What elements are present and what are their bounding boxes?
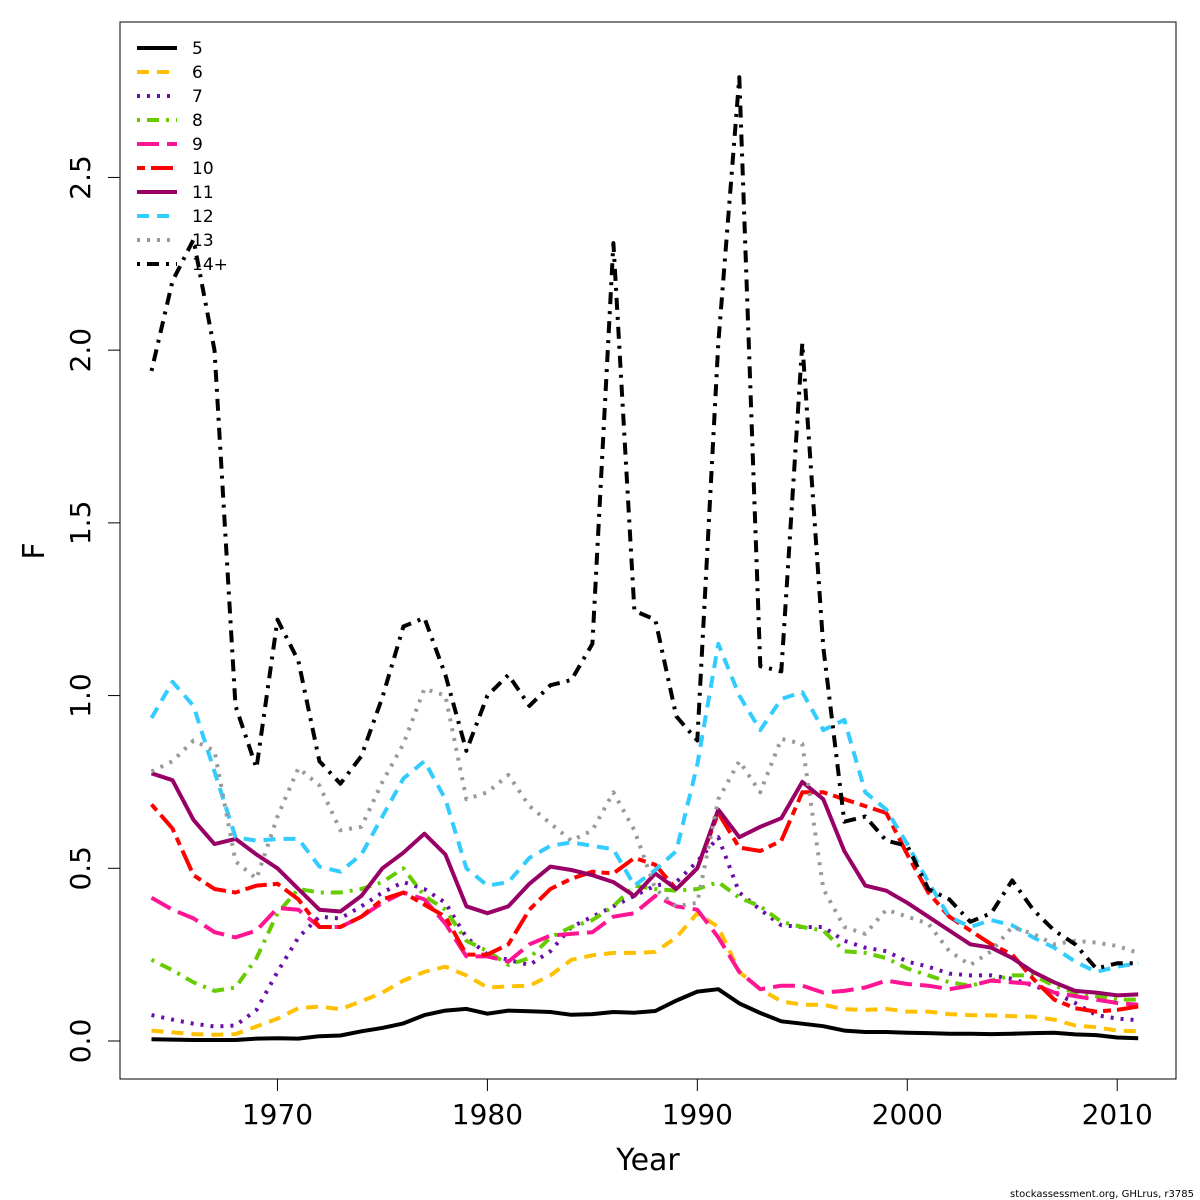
x-tick-label: 1990 — [662, 1098, 733, 1131]
series-line-12 — [149, 641, 1139, 974]
axes-layer: 1970 1980 1990 2000 2010 0.0 0.5 1.0 1.5 2.0 2.5 — [64, 155, 1153, 1131]
plot-frame — [119, 21, 1177, 1080]
x-tick-label: 2000 — [872, 1098, 943, 1131]
y-tick-label: 0.5 — [64, 846, 97, 891]
y-axis-title: F — [17, 542, 52, 559]
legend-label-13: 13 — [192, 231, 214, 251]
legend-label-11: 11 — [192, 183, 214, 203]
series-line-10 — [149, 790, 1139, 1014]
legend-label-14plus: 14+ — [192, 255, 228, 275]
x-tick-label: 2010 — [1082, 1098, 1153, 1131]
series-line-6 — [151, 911, 1139, 1037]
y-tick-label: 0.0 — [64, 1019, 97, 1064]
footer-credit: stockassessment.org, GHLrus, r3785 — [1010, 1189, 1194, 1200]
x-tick-label: 1980 — [452, 1098, 523, 1131]
series-line-14plus — [149, 75, 1139, 971]
legend-label-7: 7 — [192, 87, 203, 107]
y-tick-label: 2.5 — [64, 155, 97, 200]
legend-label-8: 8 — [192, 111, 203, 131]
series-line-13 — [150, 686, 1139, 967]
legend-label-6: 6 — [192, 63, 203, 83]
legend: 5 6 7 8 9 10 11 12 13 14+ — [137, 39, 228, 275]
legend-label-5: 5 — [192, 39, 203, 59]
legend-label-9: 9 — [192, 135, 203, 155]
series-line-11 — [150, 771, 1139, 998]
y-tick-label: 2.0 — [64, 328, 97, 373]
x-axis-title: Year — [615, 1143, 680, 1178]
legend-label-10: 10 — [192, 159, 214, 179]
y-tick-label: 1.5 — [64, 501, 97, 546]
legend-label-12: 12 — [192, 207, 214, 227]
x-tick-label: 1970 — [242, 1098, 313, 1131]
series-line-5 — [151, 987, 1139, 1042]
series-layer — [149, 75, 1139, 1042]
y-tick-label: 1.0 — [64, 673, 97, 718]
